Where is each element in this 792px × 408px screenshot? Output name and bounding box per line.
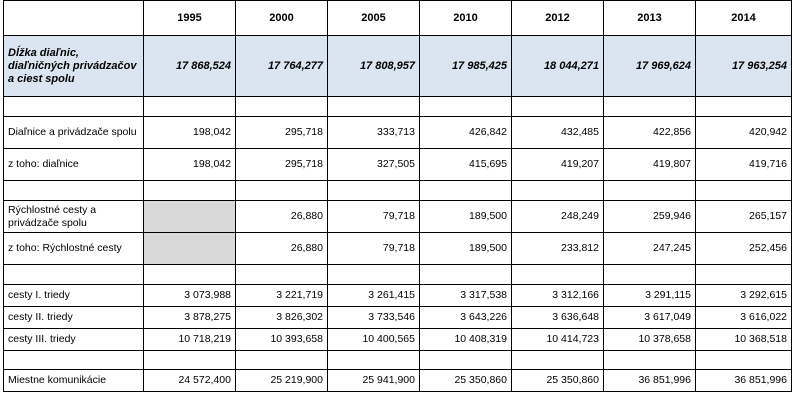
row-label: z toho: Rýchlostné cesty bbox=[3, 232, 144, 265]
row-value: 233,812 bbox=[511, 232, 604, 265]
row-value: 419,807 bbox=[603, 148, 696, 181]
row-value: 3 643,226 bbox=[419, 306, 512, 329]
table-row: z toho: Rýchlostné cesty 26,880 79,718 1… bbox=[3, 232, 792, 265]
spacer-row bbox=[3, 264, 792, 285]
row-value: 25 219,900 bbox=[235, 369, 328, 392]
row-value: 3 733,546 bbox=[327, 306, 420, 329]
row-value: 419,207 bbox=[511, 148, 604, 181]
row-value: 252,456 bbox=[695, 232, 792, 265]
row-value: 36 851,996 bbox=[603, 369, 696, 392]
row-value: 3 261,415 bbox=[327, 284, 420, 307]
row-label: Diaľnice a privádzače spolu bbox=[3, 116, 144, 149]
table-row: Miestne komunikácie 24 572,400 25 219,90… bbox=[3, 369, 792, 392]
row-value: 419,716 bbox=[695, 148, 792, 181]
table-row: cesty II. triedy 3 878,275 3 826,302 3 7… bbox=[3, 306, 792, 329]
row-value: 3 291,115 bbox=[603, 284, 696, 307]
row-value: 198,042 bbox=[143, 148, 236, 181]
row-value: 415,695 bbox=[419, 148, 512, 181]
row-value: 3 221,719 bbox=[235, 284, 328, 307]
total-value: 18 044,271 bbox=[511, 35, 604, 97]
row-value: 422,856 bbox=[603, 116, 696, 149]
total-label: Dĺžka diaľnic, diaľničných privádzačov a… bbox=[3, 35, 144, 97]
road-length-table: 1995 2000 2005 2010 2012 2013 2014 Dĺžka… bbox=[3, 0, 792, 392]
table-row: Rýchlostné cesty a privádzače spolu 26,8… bbox=[3, 200, 792, 233]
row-value: 10 368,518 bbox=[695, 328, 792, 351]
row-value: 10 378,658 bbox=[603, 328, 696, 351]
row-value: 10 393,658 bbox=[235, 328, 328, 351]
row-value: 3 617,049 bbox=[603, 306, 696, 329]
row-value: 189,500 bbox=[419, 200, 512, 233]
row-value: 420,942 bbox=[695, 116, 792, 149]
row-value: 333,713 bbox=[327, 116, 420, 149]
spacer-row bbox=[3, 96, 792, 117]
total-value: 17 868,524 bbox=[143, 35, 236, 97]
row-value: 10 414,723 bbox=[511, 328, 604, 351]
row-value: 189,500 bbox=[419, 232, 512, 265]
row-value: 10 408,319 bbox=[419, 328, 512, 351]
table-row: Diaľnice a privádzače spolu 198,042 295,… bbox=[3, 116, 792, 149]
row-value: 3 826,302 bbox=[235, 306, 328, 329]
row-value: 432,485 bbox=[511, 116, 604, 149]
total-value: 17 985,425 bbox=[419, 35, 512, 97]
row-label: cesty I. triedy bbox=[3, 284, 144, 307]
row-value: 295,718 bbox=[235, 116, 328, 149]
table-row: cesty III. triedy 10 718,219 10 393,658 … bbox=[3, 328, 792, 351]
total-value: 17 969,624 bbox=[603, 35, 696, 97]
table-row: z toho: diaľnice 198,042 295,718 327,505… bbox=[3, 148, 792, 181]
header-corner-cell bbox=[3, 0, 144, 36]
year-header: 2000 bbox=[235, 0, 328, 36]
row-value: 10 400,565 bbox=[327, 328, 420, 351]
row-value: 3 317,538 bbox=[419, 284, 512, 307]
row-value: 3 292,615 bbox=[695, 284, 792, 307]
row-value: 25 350,860 bbox=[419, 369, 512, 392]
header-row: 1995 2000 2005 2010 2012 2013 2014 bbox=[3, 0, 792, 36]
year-header: 2012 bbox=[511, 0, 604, 36]
spacer-row bbox=[3, 180, 792, 201]
total-row: Dĺžka diaľnic, diaľničných privádzačov a… bbox=[3, 35, 792, 97]
row-value: 26,880 bbox=[235, 232, 328, 265]
row-value: 426,842 bbox=[419, 116, 512, 149]
table-row: cesty I. triedy 3 073,988 3 221,719 3 26… bbox=[3, 284, 792, 307]
row-value: 36 851,996 bbox=[695, 369, 792, 392]
row-value: 259,946 bbox=[603, 200, 696, 233]
row-value: 10 718,219 bbox=[143, 328, 236, 351]
row-label: Miestne komunikácie bbox=[3, 369, 144, 392]
row-value: 265,157 bbox=[695, 200, 792, 233]
row-value: 3 636,648 bbox=[511, 306, 604, 329]
row-value: 3 312,166 bbox=[511, 284, 604, 307]
row-value: 3 878,275 bbox=[143, 306, 236, 329]
year-header: 2005 bbox=[327, 0, 420, 36]
row-value: 25 350,860 bbox=[511, 369, 604, 392]
row-value: 295,718 bbox=[235, 148, 328, 181]
year-header: 2014 bbox=[695, 0, 792, 36]
total-value: 17 963,254 bbox=[695, 35, 792, 97]
row-value: 247,245 bbox=[603, 232, 696, 265]
row-value: 24 572,400 bbox=[143, 369, 236, 392]
total-value: 17 808,957 bbox=[327, 35, 420, 97]
row-label: cesty III. triedy bbox=[3, 328, 144, 351]
row-value: 3 616,022 bbox=[695, 306, 792, 329]
year-header: 2010 bbox=[419, 0, 512, 36]
year-header: 1995 bbox=[143, 0, 236, 36]
row-value: 79,718 bbox=[327, 232, 420, 265]
row-label: Rýchlostné cesty a privádzače spolu bbox=[3, 200, 144, 233]
row-label: z toho: diaľnice bbox=[3, 148, 144, 181]
row-value: 198,042 bbox=[143, 116, 236, 149]
row-value: 248,249 bbox=[511, 200, 604, 233]
year-header: 2013 bbox=[603, 0, 696, 36]
row-value: 3 073,988 bbox=[143, 284, 236, 307]
row-value: 327,505 bbox=[327, 148, 420, 181]
empty-grey-cell bbox=[143, 232, 236, 265]
row-label: cesty II. triedy bbox=[3, 306, 144, 329]
spacer-row bbox=[3, 350, 792, 370]
row-value: 26,880 bbox=[235, 200, 328, 233]
row-value: 25 941,900 bbox=[327, 369, 420, 392]
empty-grey-cell bbox=[143, 200, 236, 233]
total-value: 17 764,277 bbox=[235, 35, 328, 97]
row-value: 79,718 bbox=[327, 200, 420, 233]
